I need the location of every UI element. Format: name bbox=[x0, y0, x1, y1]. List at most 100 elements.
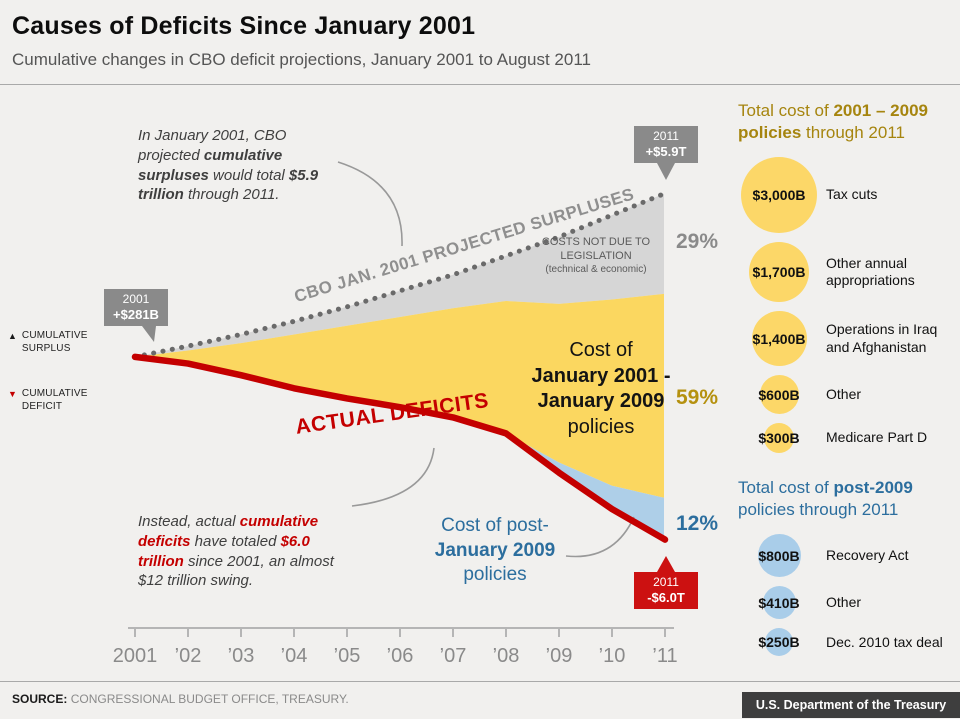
cost-breakdown-sidebar: Total cost of 2001 – 2009 policies throu… bbox=[738, 100, 954, 665]
x-axis-label: ’10 bbox=[599, 645, 626, 667]
cost-label: Other bbox=[826, 385, 862, 402]
x-axis-label: ’03 bbox=[228, 645, 255, 667]
bubble-wrap: $250B bbox=[738, 628, 820, 657]
marker-pointer-icon bbox=[142, 326, 156, 343]
source-label: SOURCE: bbox=[12, 692, 68, 706]
cost-value: $1,700B bbox=[752, 264, 806, 281]
marker-box: 2011 +$5.9T bbox=[634, 126, 698, 164]
post-2009-list: $800B Recovery Act $410B Other $250B Dec. 201… bbox=[738, 534, 954, 657]
cost-value: $600B bbox=[758, 386, 800, 403]
x-axis-label: ’09 bbox=[546, 645, 573, 667]
cost-bubble-icon bbox=[749, 242, 809, 303]
x-axis-label: ’07 bbox=[440, 645, 467, 667]
share-2001-2009-policies: 59% bbox=[676, 386, 719, 409]
area-2001-2009-policies bbox=[135, 293, 665, 498]
post-2009-header: Total cost of post-2009 policies through… bbox=[738, 477, 954, 521]
up-triangle-icon: ▲ bbox=[8, 331, 17, 341]
bubble-wrap: $410B bbox=[738, 586, 820, 620]
blue-label-line: Cost of post- bbox=[441, 515, 549, 536]
x-axis-label: ’11 bbox=[652, 645, 677, 667]
cost-bubble-icon bbox=[765, 628, 793, 657]
header-line: policies through 2011 bbox=[738, 123, 905, 143]
annotation-projected-surpluses: In January 2001, CBO projected cumulativ… bbox=[138, 127, 319, 204]
cost-bubble-icon bbox=[759, 375, 799, 415]
actual-deficits-line bbox=[131, 353, 669, 543]
blue-label-line: policies bbox=[463, 564, 527, 586]
policy-cost-item: $1,700B Other annual appropriations bbox=[738, 242, 954, 303]
marker-value: +$281B bbox=[113, 307, 159, 322]
policy-cost-item: $3,000B Tax cuts bbox=[738, 157, 954, 234]
cost-label: Other bbox=[826, 594, 862, 611]
yellow-label-line: January 2001 - bbox=[531, 364, 671, 387]
header-line: policies through 2011 bbox=[738, 500, 899, 520]
up-arrow-icon bbox=[657, 556, 675, 572]
cost-bubble-icon bbox=[762, 586, 796, 620]
projected-surpluses-dotted-line bbox=[132, 190, 668, 360]
header-divider bbox=[0, 84, 960, 85]
connector-post2009-label bbox=[565, 516, 635, 558]
cost-label: Operations in Iraq and Afghanistan bbox=[826, 321, 938, 355]
down-triangle-icon: ▼ bbox=[8, 389, 17, 399]
share-post-2009-policies: 12% bbox=[676, 512, 719, 535]
bubble-wrap: $300B bbox=[738, 423, 820, 454]
cost-bubble-icon bbox=[751, 311, 807, 367]
cost-value: $300B bbox=[758, 430, 800, 447]
label-2001-2009-policies: Cost of January 2001 - January 2009 poli… bbox=[528, 338, 674, 440]
marker-year: 2001 bbox=[122, 292, 150, 306]
cost-value: $1,400B bbox=[752, 330, 806, 347]
marker-year: 2011 bbox=[653, 129, 679, 143]
marker-2011-projected: 2011 +$5.9T bbox=[634, 126, 698, 181]
label-costs-not-legislation: COSTS NOT DUE TO LEGISLATION (technical … bbox=[538, 236, 654, 276]
page-subtitle: Cumulative changes in CBO deficit projec… bbox=[12, 50, 591, 69]
x-axis: 2001 ’02 ’03 ’04 ’05 ’06 ’07 ’08 ’09 ’10 ’11 bbox=[113, 627, 678, 667]
policies-0109-header: Total cost of 2001 – 2009 policies throu… bbox=[738, 100, 954, 144]
gray-note-main: COSTS NOT DUE TO LEGISLATION bbox=[541, 236, 651, 262]
cost-value: $800B bbox=[758, 547, 800, 564]
bubble-wrap: $3,000B bbox=[738, 157, 820, 234]
blue-label-line: January 2009 bbox=[434, 539, 556, 561]
cost-value: $410B bbox=[758, 594, 800, 611]
cost-label: Dec. 2010 tax deal bbox=[826, 633, 943, 650]
cost-label: Recovery Act bbox=[826, 547, 909, 564]
x-axis-label: ’02 bbox=[175, 645, 202, 667]
yellow-label-line: Cost of bbox=[569, 339, 633, 361]
marker-box: 2001 +$281B bbox=[104, 289, 168, 327]
legend-surplus-label: CUMULATIVE SURPLUS bbox=[21, 330, 88, 354]
annotation-actual-deficits: Instead, actual cumulative deficits have… bbox=[138, 513, 334, 590]
x-axis-label: ’06 bbox=[387, 645, 414, 667]
x-axis-label: ’08 bbox=[493, 645, 520, 667]
yellow-label-line: policies bbox=[567, 415, 635, 438]
marker-2001-start: 2001 +$281B bbox=[104, 289, 168, 343]
policy-cost-item: $250B Dec. 2010 tax deal bbox=[738, 628, 954, 657]
cost-bubble-icon bbox=[764, 423, 794, 454]
band-separator-bar bbox=[664, 190, 672, 545]
legend-deficit-label: CUMULATIVE DEFICIT bbox=[21, 388, 88, 412]
cost-label: Other annual appropriations bbox=[826, 254, 915, 289]
bubble-wrap: $1,400B bbox=[738, 311, 820, 367]
x-axis-label: ’04 bbox=[281, 645, 308, 667]
footer-divider bbox=[0, 681, 960, 682]
gray-note-sub: (technical & economic) bbox=[545, 263, 647, 275]
cost-value: $3,000B bbox=[752, 187, 806, 204]
marker-value: +$5.9T bbox=[645, 144, 687, 159]
cost-label: Medicare Part D bbox=[826, 429, 928, 446]
policies-0109-list: $3,000B Tax cuts $1,700B Other annual appro… bbox=[738, 157, 954, 454]
legend-cumulative-deficit: ▼ CUMULATIVE DEFICIT bbox=[8, 388, 98, 413]
x-axis-label: ’05 bbox=[334, 645, 361, 667]
marker-2011-actual: 2011 -$6.0T bbox=[634, 556, 698, 610]
marker-year: 2011 bbox=[653, 575, 679, 589]
cost-label: Tax cuts bbox=[826, 186, 878, 203]
cost-value: $250B bbox=[758, 634, 800, 651]
down-arrow-icon bbox=[657, 163, 675, 181]
source-note: SOURCE: CONGRESSIONAL BUDGET OFFICE, TRE… bbox=[12, 692, 349, 706]
legend-cumulative-surplus: ▲ CUMULATIVE SURPLUS bbox=[8, 330, 98, 355]
page-title: Causes of Deficits Since January 2001 bbox=[12, 12, 476, 40]
connector-projected-annotation bbox=[337, 161, 403, 247]
share-not-legislation: 29% bbox=[676, 230, 719, 253]
x-axis-label: 2001 bbox=[113, 645, 158, 667]
bubble-wrap: $800B bbox=[738, 534, 820, 578]
label-post-2009-policies: Cost of post- January 2009 policies bbox=[424, 514, 566, 588]
bubble-wrap: $1,700B bbox=[738, 242, 820, 303]
source-text: CONGRESSIONAL BUDGET OFFICE, TREASURY. bbox=[70, 692, 349, 706]
